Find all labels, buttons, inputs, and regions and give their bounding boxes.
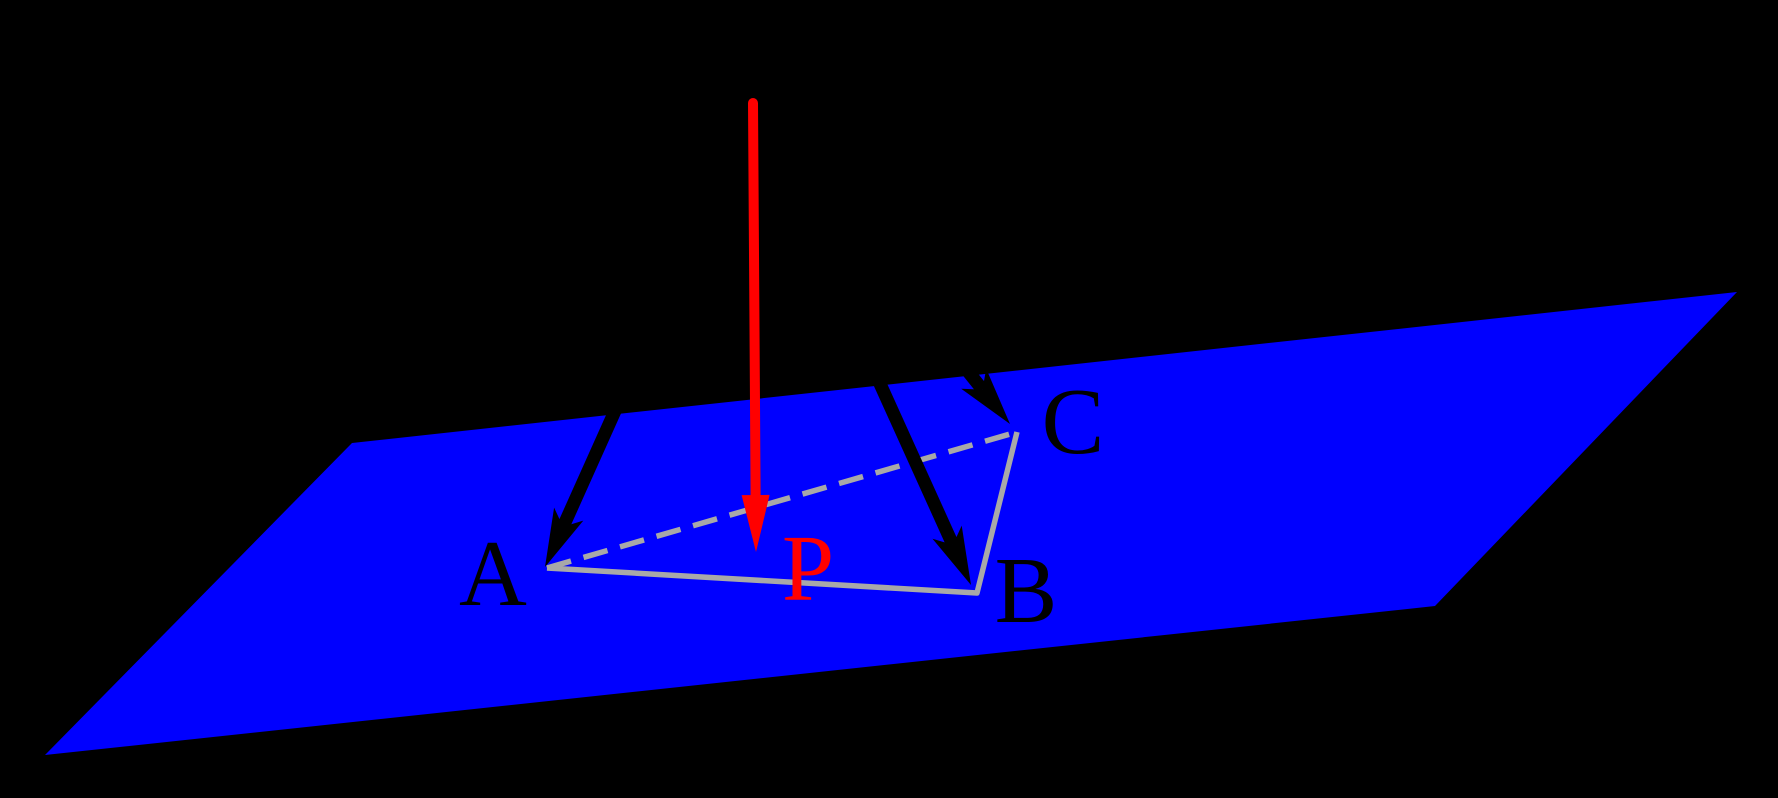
label-vertex-a: A xyxy=(459,522,527,626)
vector-to-b-shaft xyxy=(747,100,959,548)
vector-to-b-arrowhead-icon xyxy=(932,525,971,585)
label-vertex-c: C xyxy=(1042,370,1105,474)
vector-to-a-arrowhead-icon xyxy=(545,507,584,567)
label-projection-point: P xyxy=(782,517,834,621)
plane-surface xyxy=(45,292,1737,755)
projection-vector-arrowhead-icon xyxy=(741,494,770,552)
vector-to-c-shaft xyxy=(747,98,988,394)
triangle-edges-ab-bc xyxy=(546,431,1020,596)
projection-vector-shaft xyxy=(748,98,761,500)
label-vertex-b: B xyxy=(995,539,1058,643)
triangle-edge-ac-dashed xyxy=(546,429,1018,571)
vector-to-a-shaft xyxy=(557,100,759,530)
vector-to-c-arrowhead-icon xyxy=(961,368,1010,424)
